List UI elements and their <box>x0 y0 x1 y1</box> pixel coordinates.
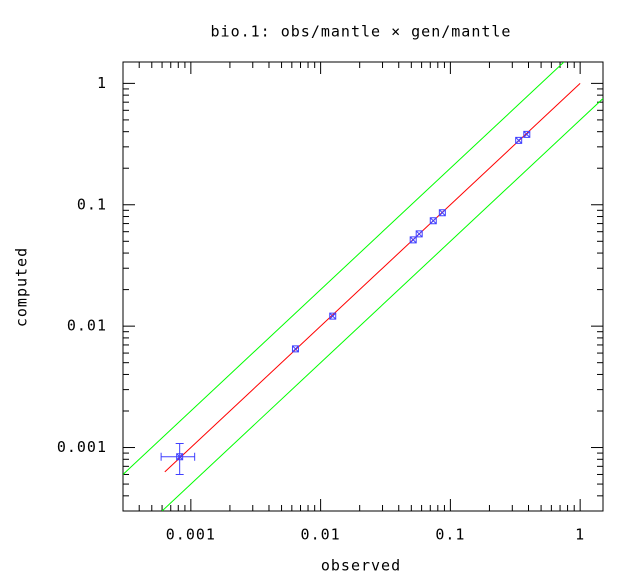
point <box>329 312 337 320</box>
point <box>409 236 417 244</box>
y-tick-label: 1 <box>97 74 107 92</box>
x-tick-label: 1 <box>575 526 585 544</box>
reference-line <box>164 83 581 473</box>
point <box>438 209 446 217</box>
error-bar-y <box>175 442 184 475</box>
reference-line <box>123 62 565 475</box>
point <box>176 453 184 461</box>
point <box>415 230 423 238</box>
point <box>515 136 523 144</box>
point <box>429 217 437 225</box>
plot-frame <box>122 61 604 512</box>
chart-title: bio.1: obs/mantle × gen/mantle <box>211 23 512 41</box>
x-tick-label: 0.01 <box>301 526 341 544</box>
x-tick-label: 0.001 <box>166 526 216 544</box>
x-axis-label: observed <box>321 557 401 575</box>
y-axis-label: computed <box>13 247 31 327</box>
y-tick-label: 0.001 <box>57 438 107 456</box>
error-bar-x <box>160 452 196 461</box>
point <box>523 130 531 138</box>
y-tick-label: 0.1 <box>77 195 107 213</box>
y-tick-label: 0.01 <box>67 317 107 335</box>
reference-line <box>161 98 603 511</box>
x-tick-label: 0.1 <box>435 526 465 544</box>
point <box>291 345 299 353</box>
